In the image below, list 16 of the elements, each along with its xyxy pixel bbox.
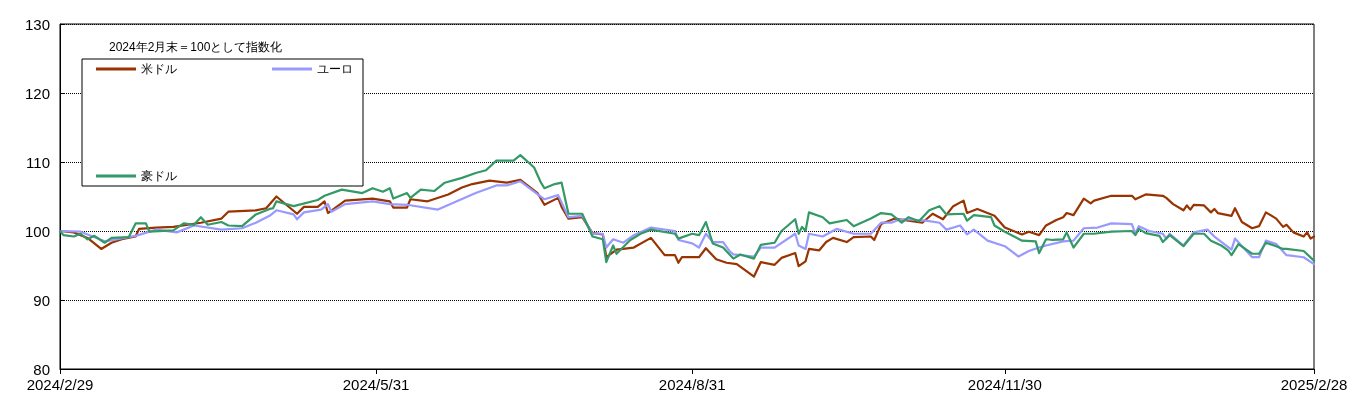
x-tick-label: 2024/8/31 bbox=[658, 376, 726, 393]
y-tick-label: 110 bbox=[26, 153, 50, 171]
line-series bbox=[58, 154, 1316, 264]
legend-label: ユーロ bbox=[317, 62, 353, 76]
y-tick-label: 120 bbox=[24, 84, 50, 102]
y-tick-label: 100 bbox=[24, 222, 50, 240]
legend-label: 米ドル bbox=[141, 62, 177, 76]
x-tick-label: 2024/11/30 bbox=[967, 376, 1042, 393]
y-tick-label: 90 bbox=[33, 291, 50, 309]
legend-label: 豪ドル bbox=[141, 169, 177, 183]
y-tick-label: 80 bbox=[33, 360, 50, 378]
x-tick-label: 2025/2/28 bbox=[1280, 376, 1348, 393]
x-tick-label: 2024/5/31 bbox=[342, 376, 410, 393]
legend-title: 2024年2月末＝100として指数化 bbox=[109, 40, 283, 54]
y-tick-label: 130 bbox=[24, 15, 50, 33]
x-tick-label: 2024/2/29 bbox=[26, 376, 94, 393]
